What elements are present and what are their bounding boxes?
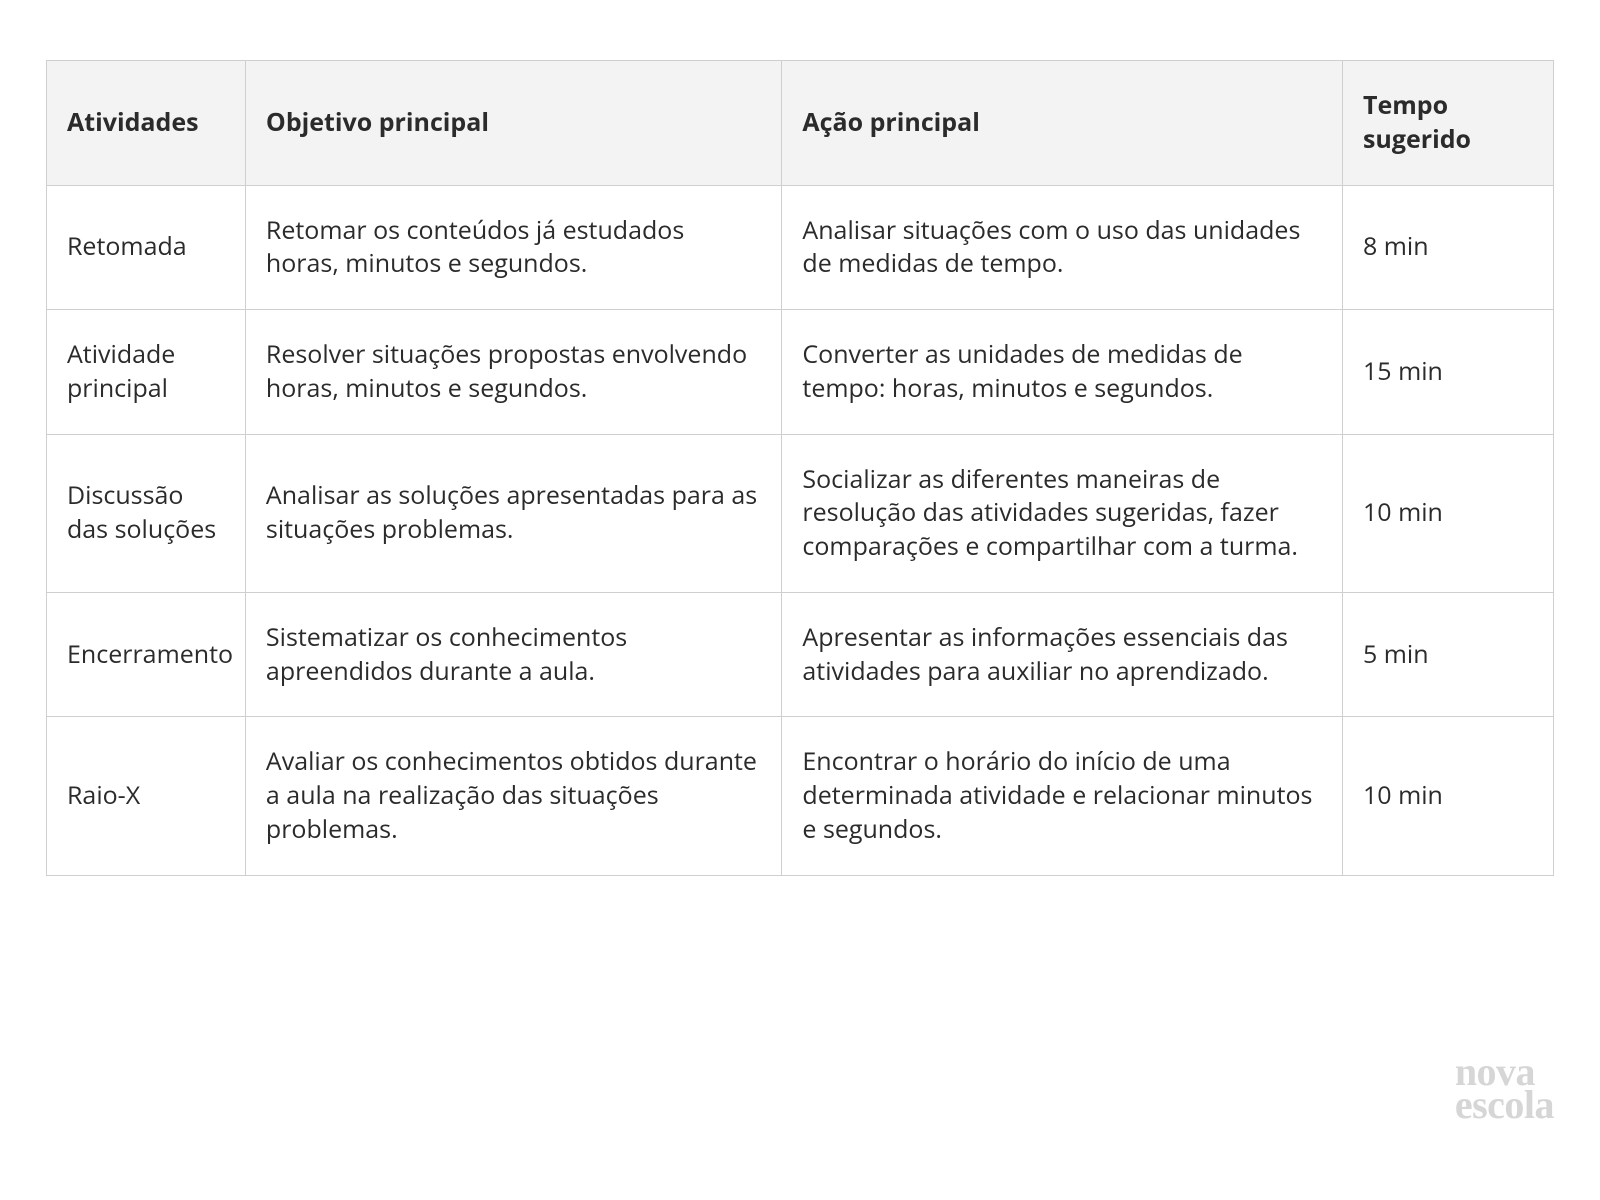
table-row: Atividade principal Resolver situações p… bbox=[47, 310, 1554, 435]
cell-tempo: 10 min bbox=[1343, 434, 1554, 592]
cell-tempo: 8 min bbox=[1343, 185, 1554, 310]
cell-acao: Encontrar o horário do início de uma det… bbox=[782, 717, 1343, 875]
header-objetivo: Objetivo principal bbox=[245, 61, 781, 186]
cell-tempo: 15 min bbox=[1343, 310, 1554, 435]
table-row: Retomada Retomar os conteúdos já estudad… bbox=[47, 185, 1554, 310]
header-acao: Ação principal bbox=[782, 61, 1343, 186]
cell-acao: Apresentar as informações essenciais das… bbox=[782, 592, 1343, 717]
logo-line-2: escola bbox=[1455, 1089, 1554, 1122]
header-tempo: Tempo sugerido bbox=[1343, 61, 1554, 186]
page: Atividades Objetivo principal Ação princ… bbox=[0, 0, 1600, 1200]
activities-table: Atividades Objetivo principal Ação princ… bbox=[46, 60, 1554, 876]
cell-objetivo: Avaliar os conhecimentos obtidos durante… bbox=[245, 717, 781, 875]
cell-acao: Converter as unidades de medidas de temp… bbox=[782, 310, 1343, 435]
cell-atividade: Retomada bbox=[47, 185, 246, 310]
nova-escola-logo: nova escola bbox=[1455, 1056, 1554, 1122]
cell-acao: Analisar situações com o uso das unidade… bbox=[782, 185, 1343, 310]
cell-atividade: Encerramento bbox=[47, 592, 246, 717]
table-row: Raio-X Avaliar os conhecimentos obtidos … bbox=[47, 717, 1554, 875]
cell-tempo: 5 min bbox=[1343, 592, 1554, 717]
table-header-row: Atividades Objetivo principal Ação princ… bbox=[47, 61, 1554, 186]
cell-objetivo: Retomar os conteúdos já estudados horas,… bbox=[245, 185, 781, 310]
header-atividades: Atividades bbox=[47, 61, 246, 186]
table-row: Encerramento Sistematizar os conheciment… bbox=[47, 592, 1554, 717]
cell-tempo: 10 min bbox=[1343, 717, 1554, 875]
cell-atividade: Atividade principal bbox=[47, 310, 246, 435]
cell-atividade: Raio-X bbox=[47, 717, 246, 875]
cell-acao: Socializar as diferentes maneiras de res… bbox=[782, 434, 1343, 592]
cell-objetivo: Analisar as soluções apresentadas para a… bbox=[245, 434, 781, 592]
cell-objetivo: Resolver situações propostas envolvendo … bbox=[245, 310, 781, 435]
cell-atividade: Discussão das soluções bbox=[47, 434, 246, 592]
table-row: Discussão das soluções Analisar as soluç… bbox=[47, 434, 1554, 592]
cell-objetivo: Sistematizar os conhecimentos apreendido… bbox=[245, 592, 781, 717]
